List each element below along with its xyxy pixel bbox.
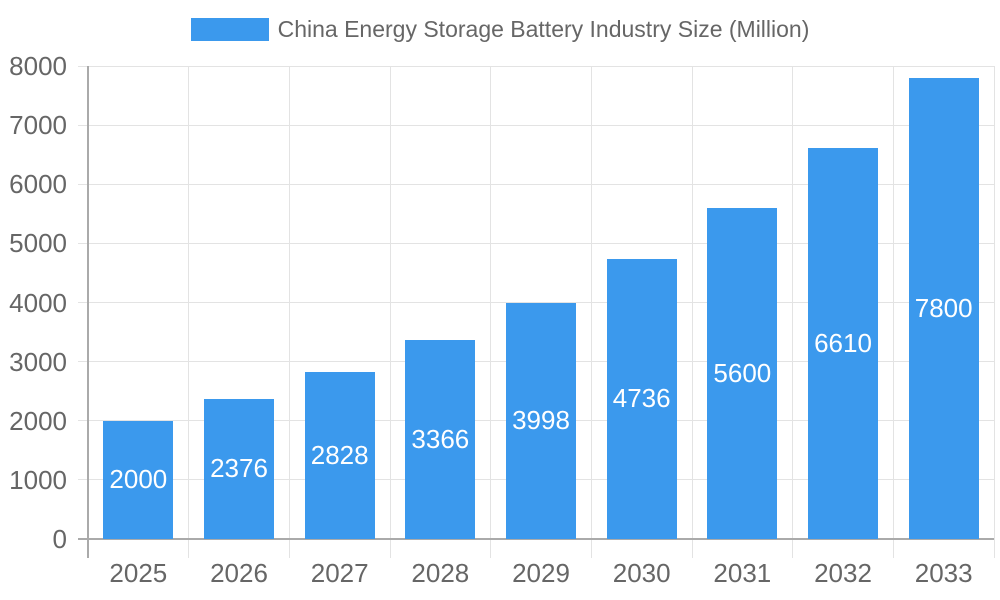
bar-value-label: 2000 <box>109 464 168 495</box>
bar-value-label: 2828 <box>310 439 369 470</box>
chart-legend: China Energy Storage Battery Industry Si… <box>0 16 1000 43</box>
y-tick-label: 0 <box>52 524 67 554</box>
h-gridline <box>78 183 994 185</box>
y-axis-line <box>87 66 89 558</box>
bar-value-label: 5600 <box>713 357 772 388</box>
legend-label: China Energy Storage Battery Industry Si… <box>277 16 810 42</box>
y-tick-label: 8000 <box>9 51 67 81</box>
x-tick-label: 2027 <box>310 558 369 588</box>
x-tick-label: 2028 <box>411 558 470 588</box>
bar[interactable]: 7800 <box>908 77 979 539</box>
bar-value-label: 3998 <box>512 405 570 436</box>
x-tick-label: 2032 <box>814 558 872 588</box>
bar[interactable]: 3998 <box>506 302 576 539</box>
x-tick-label: 2030 <box>612 558 671 588</box>
bar[interactable]: 4736 <box>606 258 677 539</box>
v-gridline <box>590 66 592 558</box>
bar-value-label: 4736 <box>612 383 671 414</box>
y-tick-label: 5000 <box>9 228 67 259</box>
x-tick-label: 2033 <box>914 558 973 588</box>
bar[interactable]: 6610 <box>808 148 878 539</box>
y-tick-label: 6000 <box>9 169 67 200</box>
bar-value-label: 3366 <box>411 423 470 454</box>
bar-value-label: 7800 <box>914 292 973 323</box>
y-tick-label: 4000 <box>9 287 67 318</box>
x-tick-label: 2029 <box>512 558 570 588</box>
bar[interactable]: 2376 <box>204 398 274 539</box>
v-gridline <box>490 66 492 558</box>
v-gridline <box>389 66 391 558</box>
h-gridline <box>78 65 994 67</box>
legend-item[interactable]: China Energy Storage Battery Industry Si… <box>190 16 810 43</box>
v-gridline <box>288 66 290 558</box>
y-tick-label: 3000 <box>9 346 67 377</box>
x-tick-label: 2031 <box>713 558 772 588</box>
v-gridline <box>691 66 693 558</box>
bar[interactable]: 2000 <box>103 420 174 539</box>
h-gridline <box>78 124 994 126</box>
y-tick-label: 7000 <box>9 110 67 141</box>
h-gridline <box>78 302 994 303</box>
bar[interactable]: 2828 <box>304 371 375 539</box>
v-gridline <box>792 66 794 558</box>
legend-swatch-icon <box>190 18 269 41</box>
x-tick-label: 2026 <box>210 558 268 588</box>
x-tick-label: 2025 <box>109 558 168 588</box>
x-axis-line <box>78 538 994 540</box>
y-tick-label: 2000 <box>9 405 67 436</box>
bar-value-label: 6610 <box>814 328 872 359</box>
bar[interactable]: 5600 <box>707 207 778 539</box>
h-gridline <box>78 242 994 244</box>
v-gridline <box>188 66 190 558</box>
v-gridline <box>892 66 894 558</box>
bar-value-label: 2376 <box>210 453 268 484</box>
bar[interactable]: 3366 <box>405 339 476 539</box>
v-gridline <box>993 66 995 558</box>
y-tick-label: 1000 <box>9 464 67 495</box>
